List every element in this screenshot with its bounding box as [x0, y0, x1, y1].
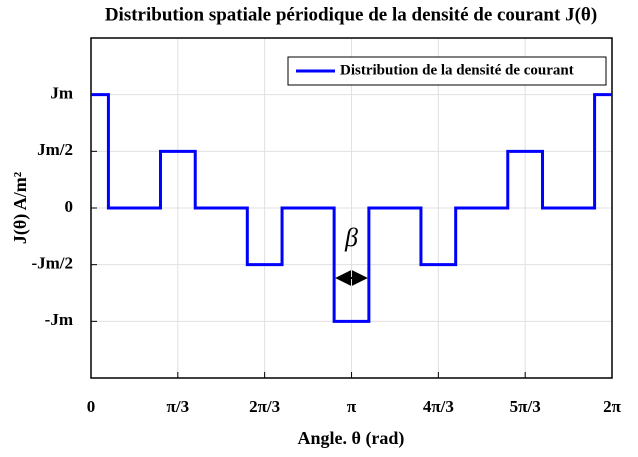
x-axis-label: Angle. θ (rad)	[298, 428, 405, 449]
x-tick-label: 4π/3	[423, 397, 454, 416]
data-line	[91, 93, 612, 323]
y-tick-label: Jm/2	[37, 140, 73, 159]
x-tick-label: 2π/3	[249, 397, 280, 416]
y-tick-label: -Jm/2	[31, 254, 73, 273]
plot-frame	[90, 37, 613, 379]
legend-box	[287, 56, 607, 86]
y-tick-label: -Jm	[45, 310, 73, 329]
x-tick-label: 5π/3	[510, 397, 541, 416]
legend-label: Distribution de la densité de courant	[340, 62, 574, 78]
y-tick-label: Jm	[50, 84, 73, 103]
x-tick-label: π	[347, 397, 357, 416]
x-tick-label: 2π	[603, 397, 622, 416]
annotation: β	[344, 223, 358, 252]
chart-title: Distribution spatiale périodique de la d…	[105, 4, 597, 25]
x-tick-label: π/3	[167, 397, 190, 416]
x-tick-label: 0	[87, 397, 96, 416]
y-tick-label: 0	[65, 197, 74, 216]
y-axis-label: J(θ) A/m²	[10, 172, 31, 244]
